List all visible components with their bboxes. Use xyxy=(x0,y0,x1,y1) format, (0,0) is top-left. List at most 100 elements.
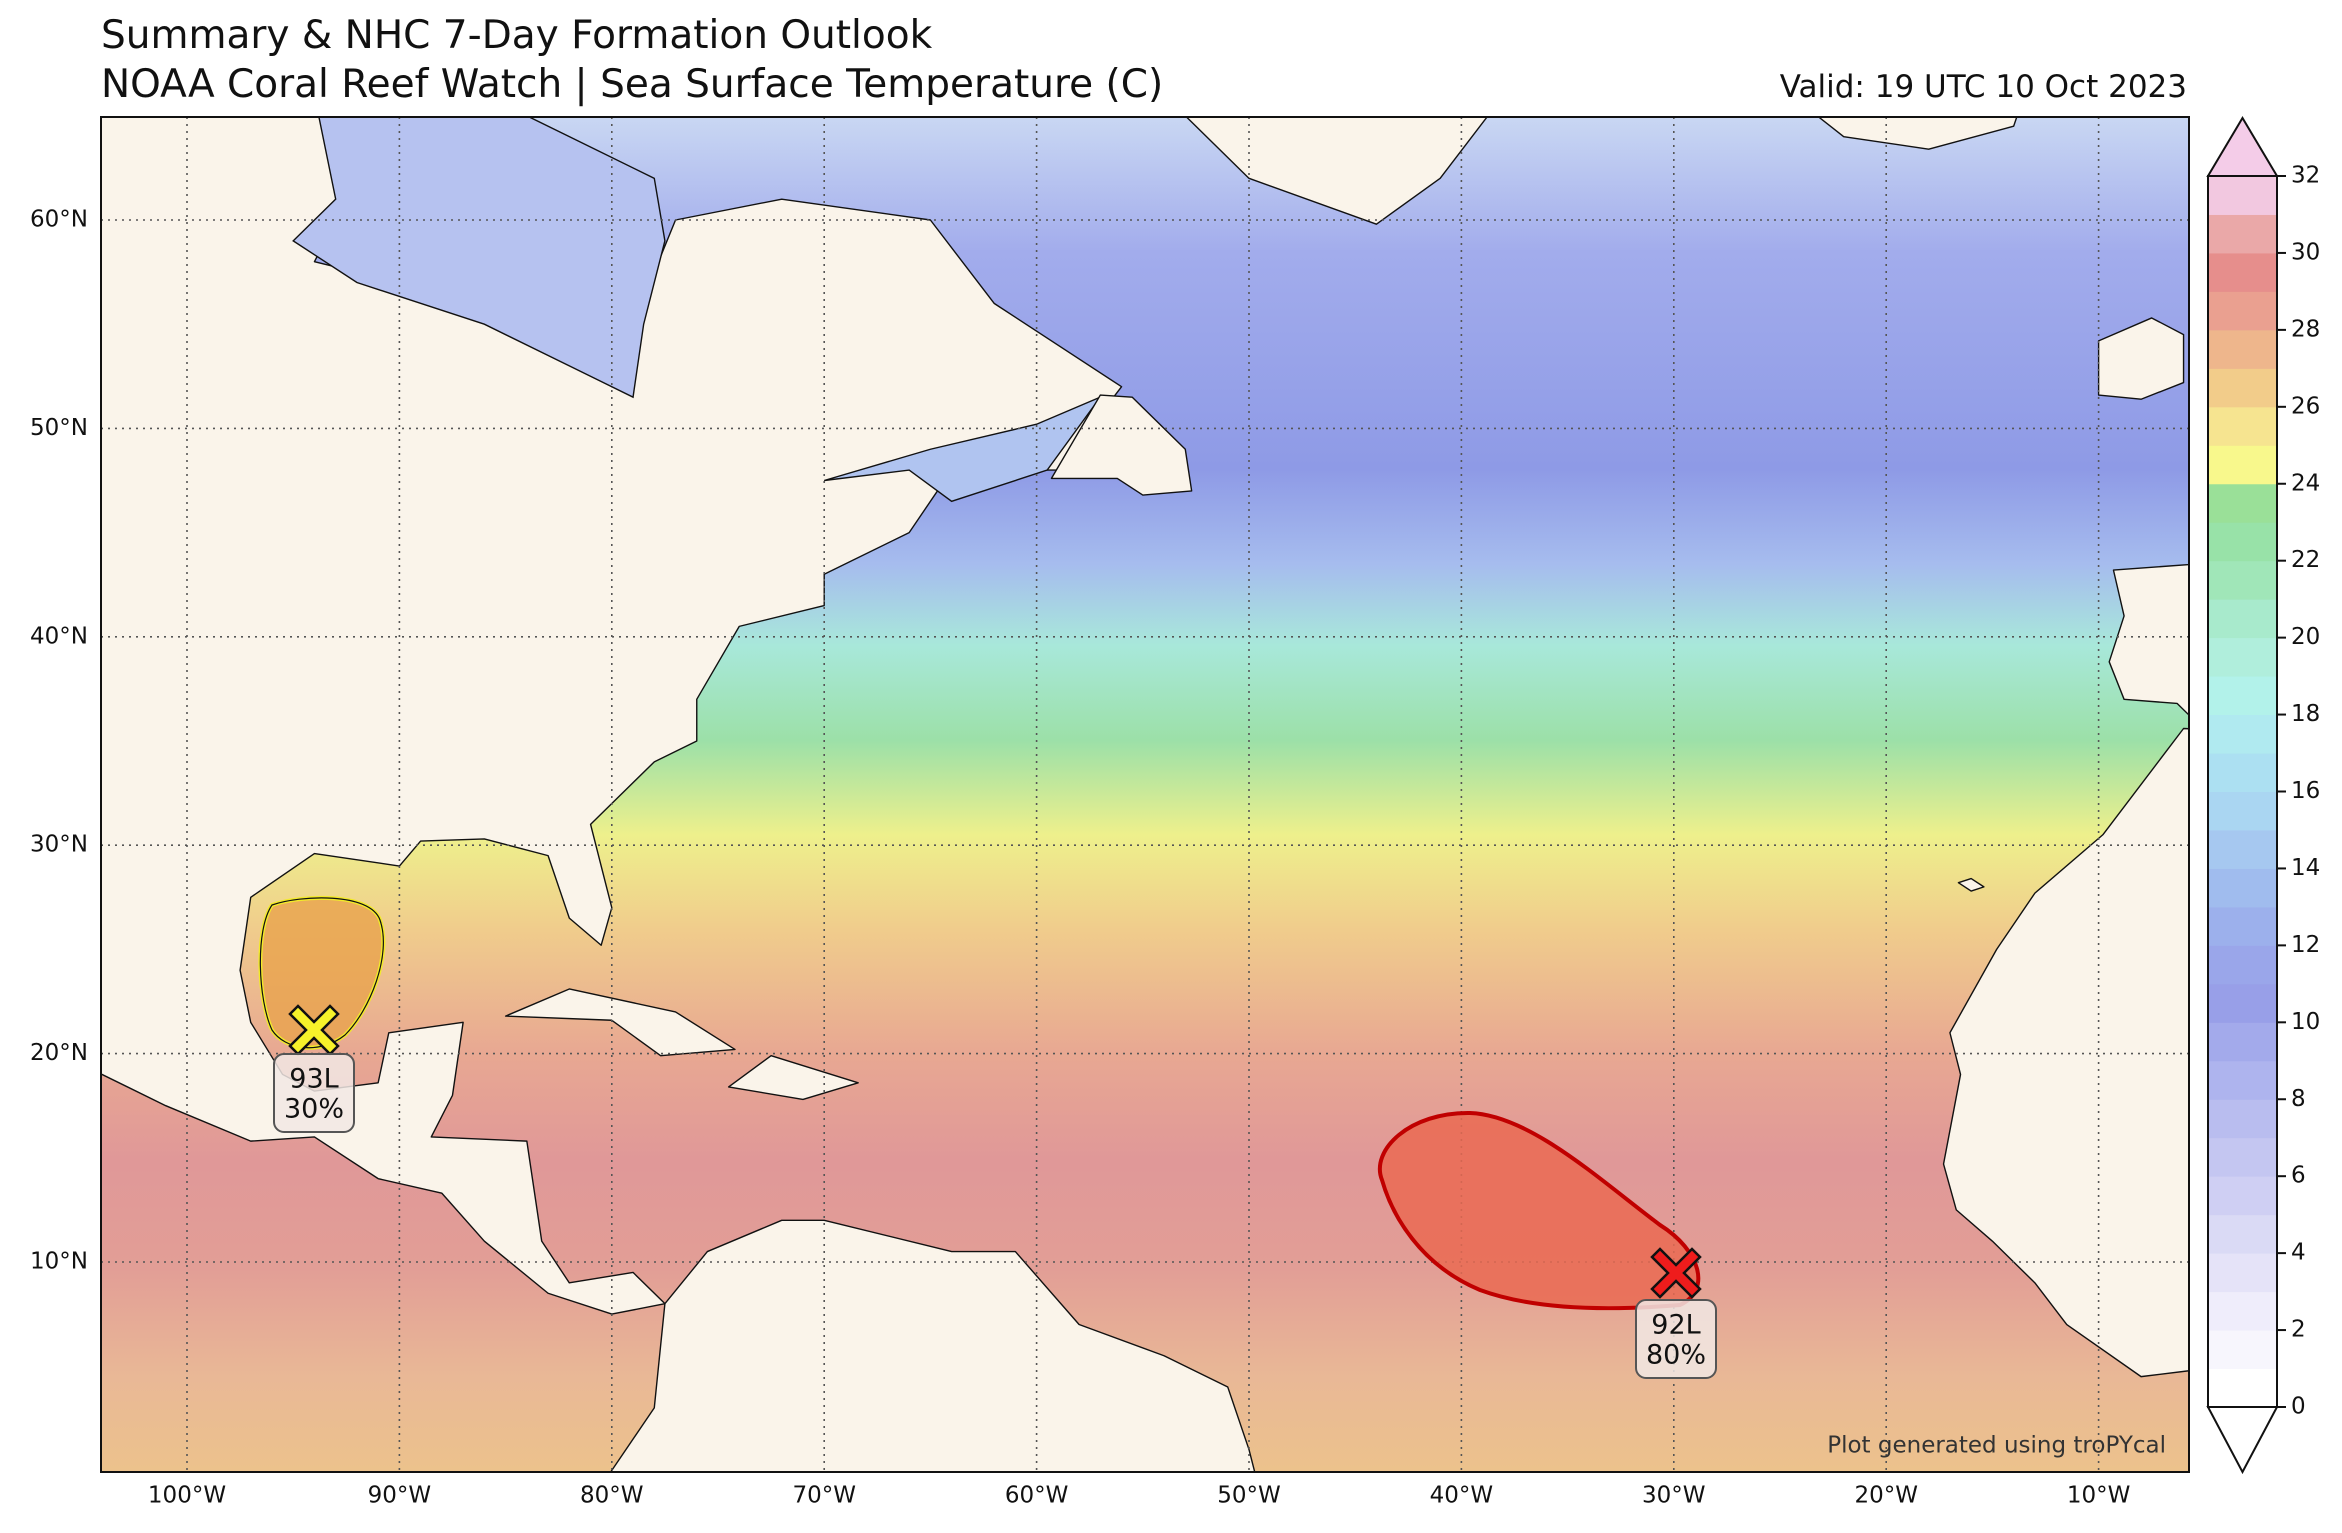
colorbar-tick-label: 22 xyxy=(2291,547,2320,573)
lon-tick-label: 10°W xyxy=(2067,1483,2131,1509)
ireland xyxy=(2099,318,2184,399)
colorbar-band xyxy=(2208,906,2277,946)
outlook-outline xyxy=(259,897,384,1049)
colorbar-tick-label: 32 xyxy=(2291,163,2320,189)
lon-tick-label: 60°W xyxy=(1005,1483,1069,1509)
colorbar-tick-label: 26 xyxy=(2291,393,2320,419)
hudson-bay xyxy=(293,117,665,397)
colorbar-tick-label: 6 xyxy=(2291,1163,2306,1189)
lon-tick-label: 20°W xyxy=(1854,1483,1918,1509)
colorbar-band xyxy=(2208,406,2277,446)
south-america xyxy=(569,1220,1270,1472)
lat-tick-label: 20°N xyxy=(30,1040,88,1066)
colorbar-tick-label: 10 xyxy=(2291,1009,2320,1035)
colorbar-tick-label: 4 xyxy=(2291,1240,2306,1266)
title: Summary & NHC 7-Day Formation Outlook xyxy=(101,13,933,58)
lat-tick-label: 30°N xyxy=(30,832,88,858)
colorbar-band xyxy=(2208,483,2277,523)
colorbar-band xyxy=(2208,714,2277,754)
map-frame xyxy=(100,116,2190,1473)
outlook-area xyxy=(1378,1110,1701,1311)
colorbar-band xyxy=(2208,1253,2277,1293)
graticule xyxy=(101,117,2189,1472)
lon-tick-label: 80°W xyxy=(580,1483,644,1509)
colorbar-band xyxy=(2208,1214,2277,1254)
lat-tick-label: 40°N xyxy=(30,623,88,649)
lat-tick-label: 50°N xyxy=(30,415,88,441)
colorbar-band xyxy=(2208,983,2277,1023)
colorbar-band xyxy=(2208,945,2277,985)
lon-tick-label: 50°W xyxy=(1217,1483,1281,1509)
africa xyxy=(1944,728,2189,1529)
colorbar-tick-label: 30 xyxy=(2291,239,2320,265)
colorbar-band xyxy=(2208,329,2277,369)
colorbar-tick-label: 16 xyxy=(2291,778,2320,804)
colorbar-band xyxy=(2208,599,2277,639)
valid-time: Valid: 19 UTC 10 Oct 2023 xyxy=(1780,69,2187,105)
lon-tick-label: 90°W xyxy=(368,1483,432,1509)
colorbar-band xyxy=(2208,291,2277,331)
colorbar-band xyxy=(2208,1368,2277,1408)
colorbar-tick-label: 8 xyxy=(2291,1086,2306,1112)
disturbance-chance: 30% xyxy=(284,1094,344,1125)
colorbar-band xyxy=(2208,676,2277,716)
colorbar-band xyxy=(2208,445,2277,485)
colorbar-band xyxy=(2208,214,2277,254)
colorbar-tick-label: 28 xyxy=(2291,316,2320,342)
colorbar-tick-label: 14 xyxy=(2291,855,2320,881)
colorbar-band xyxy=(2208,753,2277,792)
colorbar-band xyxy=(2208,868,2277,908)
colorbar-tick-label: 20 xyxy=(2291,624,2320,650)
colorbar-extend-top xyxy=(2206,116,2279,177)
disturbance-marker xyxy=(1650,1247,1702,1299)
canary-islands xyxy=(1958,879,1983,892)
iceland xyxy=(1791,117,2025,149)
colorbar-band xyxy=(2208,1022,2277,1062)
colorbar-band xyxy=(2208,1099,2277,1139)
map: 93L 30% 92L 80% Plot generated using tro… xyxy=(101,117,2189,1529)
colorbar-band xyxy=(2208,560,2277,600)
iberia xyxy=(2109,562,2189,720)
disturbance-id: 92L xyxy=(1651,1310,1700,1341)
lon-tick-label: 100°W xyxy=(148,1483,226,1509)
hispaniola xyxy=(729,1056,859,1100)
colorbar-tick-label: 2 xyxy=(2291,1317,2306,1343)
colorbar-band xyxy=(2208,522,2277,562)
lon-tick-label: 30°W xyxy=(1642,1483,1706,1509)
newfoundland xyxy=(1051,395,1191,495)
label-box xyxy=(1635,1299,1717,1379)
colorbar-band xyxy=(2208,1330,2277,1370)
gulf-of-st-lawrence xyxy=(824,397,1100,501)
label-box xyxy=(273,1053,355,1133)
lon-tick-label: 40°W xyxy=(1430,1483,1494,1509)
disturbance-id: 93L xyxy=(289,1064,338,1095)
colorbar-band xyxy=(2208,176,2277,215)
greenland xyxy=(1164,117,1504,224)
footer-credit: Plot generated using troPYcal xyxy=(1827,1433,2166,1459)
lat-tick-label: 10°N xyxy=(30,1249,88,1275)
colorbar-tick-label: 18 xyxy=(2291,701,2320,727)
colorbar-band xyxy=(2208,252,2277,292)
subtitle: NOAA Coral Reef Watch | Sea Surface Temp… xyxy=(101,62,1163,107)
colorbar-tick-label: 24 xyxy=(2291,470,2320,496)
colorbar-band xyxy=(2208,1291,2277,1331)
lat-tick-label: 60°N xyxy=(30,207,88,233)
colorbar-band xyxy=(2208,637,2277,677)
colorbar-band xyxy=(2208,791,2277,831)
colorbar-tick-label: 12 xyxy=(2291,932,2320,958)
colorbar-band xyxy=(2208,1176,2277,1216)
disturbance-chance: 80% xyxy=(1646,1340,1706,1371)
colorbar-band xyxy=(2208,368,2277,408)
land xyxy=(101,117,2189,1529)
disturbance-92l: 92L 80% xyxy=(1378,1110,1717,1379)
colorbar-band xyxy=(2208,1137,2277,1177)
disturbance-93l: 93L 30% xyxy=(258,895,386,1133)
colorbar-tick-label: 0 xyxy=(2291,1394,2306,1420)
colorbar-extend-bottom xyxy=(2206,1406,2279,1475)
colorbar-band xyxy=(2208,1060,2277,1100)
lon-tick-label: 70°W xyxy=(792,1483,856,1509)
colorbar-band xyxy=(2208,829,2277,869)
